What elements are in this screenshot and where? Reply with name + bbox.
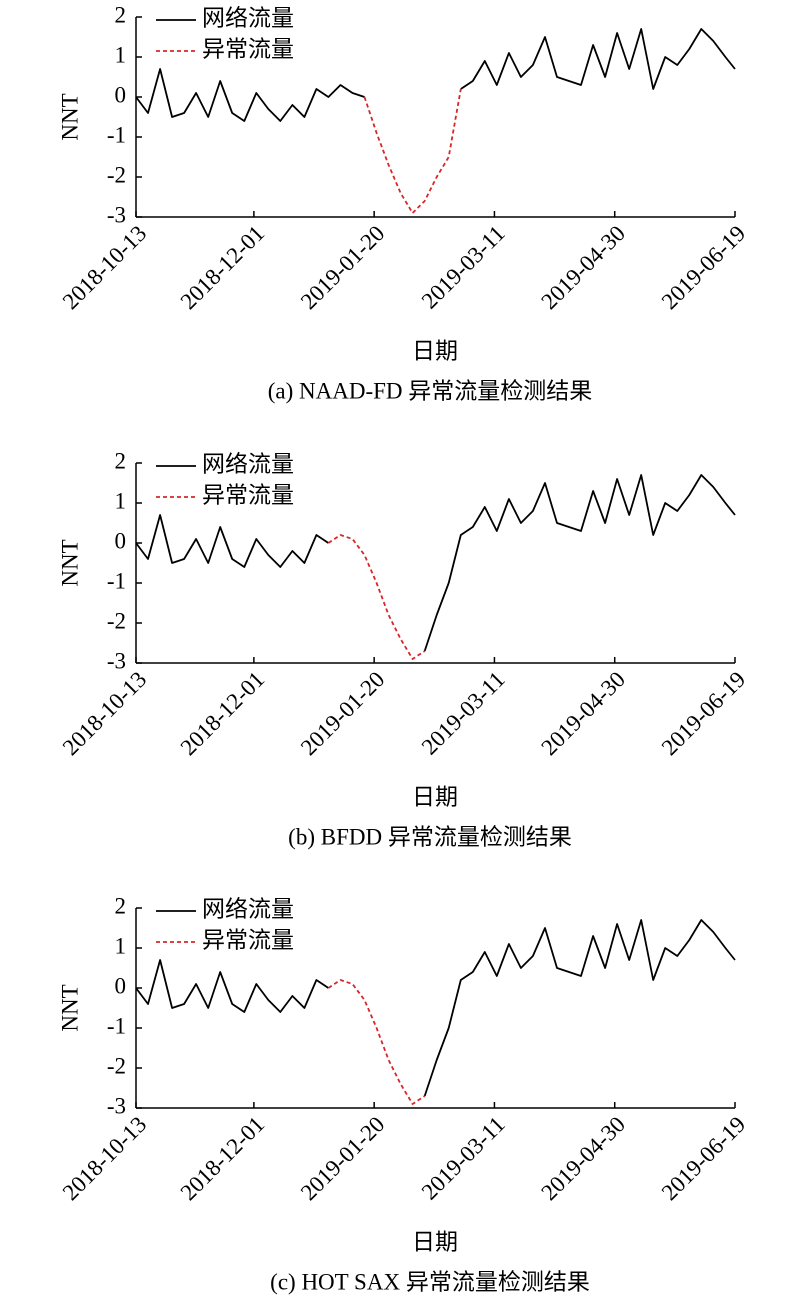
- y-axis-label: NNT: [57, 984, 82, 1031]
- legend-label: 网络流量: [202, 896, 294, 921]
- y-tick-label: 1: [115, 488, 127, 513]
- legend-label: 异常流量: [202, 482, 294, 507]
- chart-title: (a) NAAD-FD 异常流量检测结果: [268, 378, 593, 403]
- x-tick-label: 2018-12-01: [176, 1112, 270, 1206]
- x-tick-label: 2019-01-20: [296, 667, 390, 761]
- x-axis-label: 日期: [412, 1229, 458, 1254]
- y-tick-label: -2: [107, 608, 126, 633]
- y-tick-label: 0: [115, 82, 127, 107]
- chart-title: (b) BFDD 异常流量检测结果: [288, 824, 572, 849]
- line-series: [327, 534, 426, 660]
- y-tick-label: 0: [115, 973, 127, 998]
- y-tick-label: -1: [107, 568, 126, 593]
- x-tick-label: 2018-12-01: [176, 221, 270, 315]
- x-tick-label: 2019-03-11: [417, 1112, 510, 1205]
- line-series: [135, 474, 736, 652]
- x-tick-label: 2019-03-11: [417, 667, 510, 760]
- x-tick-label: 2019-04-30: [536, 667, 630, 761]
- x-tick-label: 2019-04-30: [536, 221, 630, 315]
- x-tick-label: 2019-06-19: [657, 667, 751, 761]
- x-tick-label: 2019-03-11: [417, 221, 510, 314]
- line-series: [363, 88, 462, 214]
- legend-label: 网络流量: [202, 451, 294, 476]
- y-tick-label: 2: [115, 893, 127, 918]
- chart-title: (c) HOT SAX 异常流量检测结果: [270, 1269, 590, 1294]
- x-axis-label: 日期: [412, 784, 458, 809]
- x-tick-label: 2018-12-01: [176, 667, 270, 761]
- y-tick-label: -3: [107, 202, 126, 227]
- y-tick-label: 2: [115, 2, 127, 27]
- x-tick-label: 2018-10-13: [58, 667, 152, 761]
- y-tick-label: -2: [107, 1053, 126, 1078]
- y-tick-label: -3: [107, 648, 126, 673]
- line-series: [135, 919, 736, 1097]
- x-tick-label: 2019-01-20: [296, 221, 390, 315]
- y-tick-label: 1: [115, 933, 127, 958]
- legend-label: 异常流量: [202, 927, 294, 952]
- y-tick-label: 1: [115, 42, 127, 67]
- x-axis-label: 日期: [412, 338, 458, 363]
- y-tick-label: -2: [107, 162, 126, 187]
- x-tick-label: 2019-01-20: [296, 1112, 390, 1206]
- y-tick-label: -3: [107, 1093, 126, 1118]
- line-series: [327, 979, 426, 1105]
- x-tick-label: 2018-10-13: [58, 221, 152, 315]
- x-tick-label: 2019-06-19: [657, 221, 751, 315]
- y-tick-label: 2: [115, 448, 127, 473]
- x-tick-label: 2019-06-19: [657, 1112, 751, 1206]
- legend-label: 异常流量: [202, 36, 294, 61]
- y-tick-label: -1: [107, 1013, 126, 1038]
- line-series: [135, 28, 736, 122]
- y-tick-label: 0: [115, 528, 127, 553]
- y-tick-label: -1: [107, 122, 126, 147]
- legend-label: 网络流量: [202, 5, 294, 30]
- y-axis-label: NNT: [57, 93, 82, 140]
- x-tick-label: 2019-04-30: [536, 1112, 630, 1206]
- x-tick-label: 2018-10-13: [58, 1112, 152, 1206]
- y-axis-label: NNT: [57, 539, 82, 586]
